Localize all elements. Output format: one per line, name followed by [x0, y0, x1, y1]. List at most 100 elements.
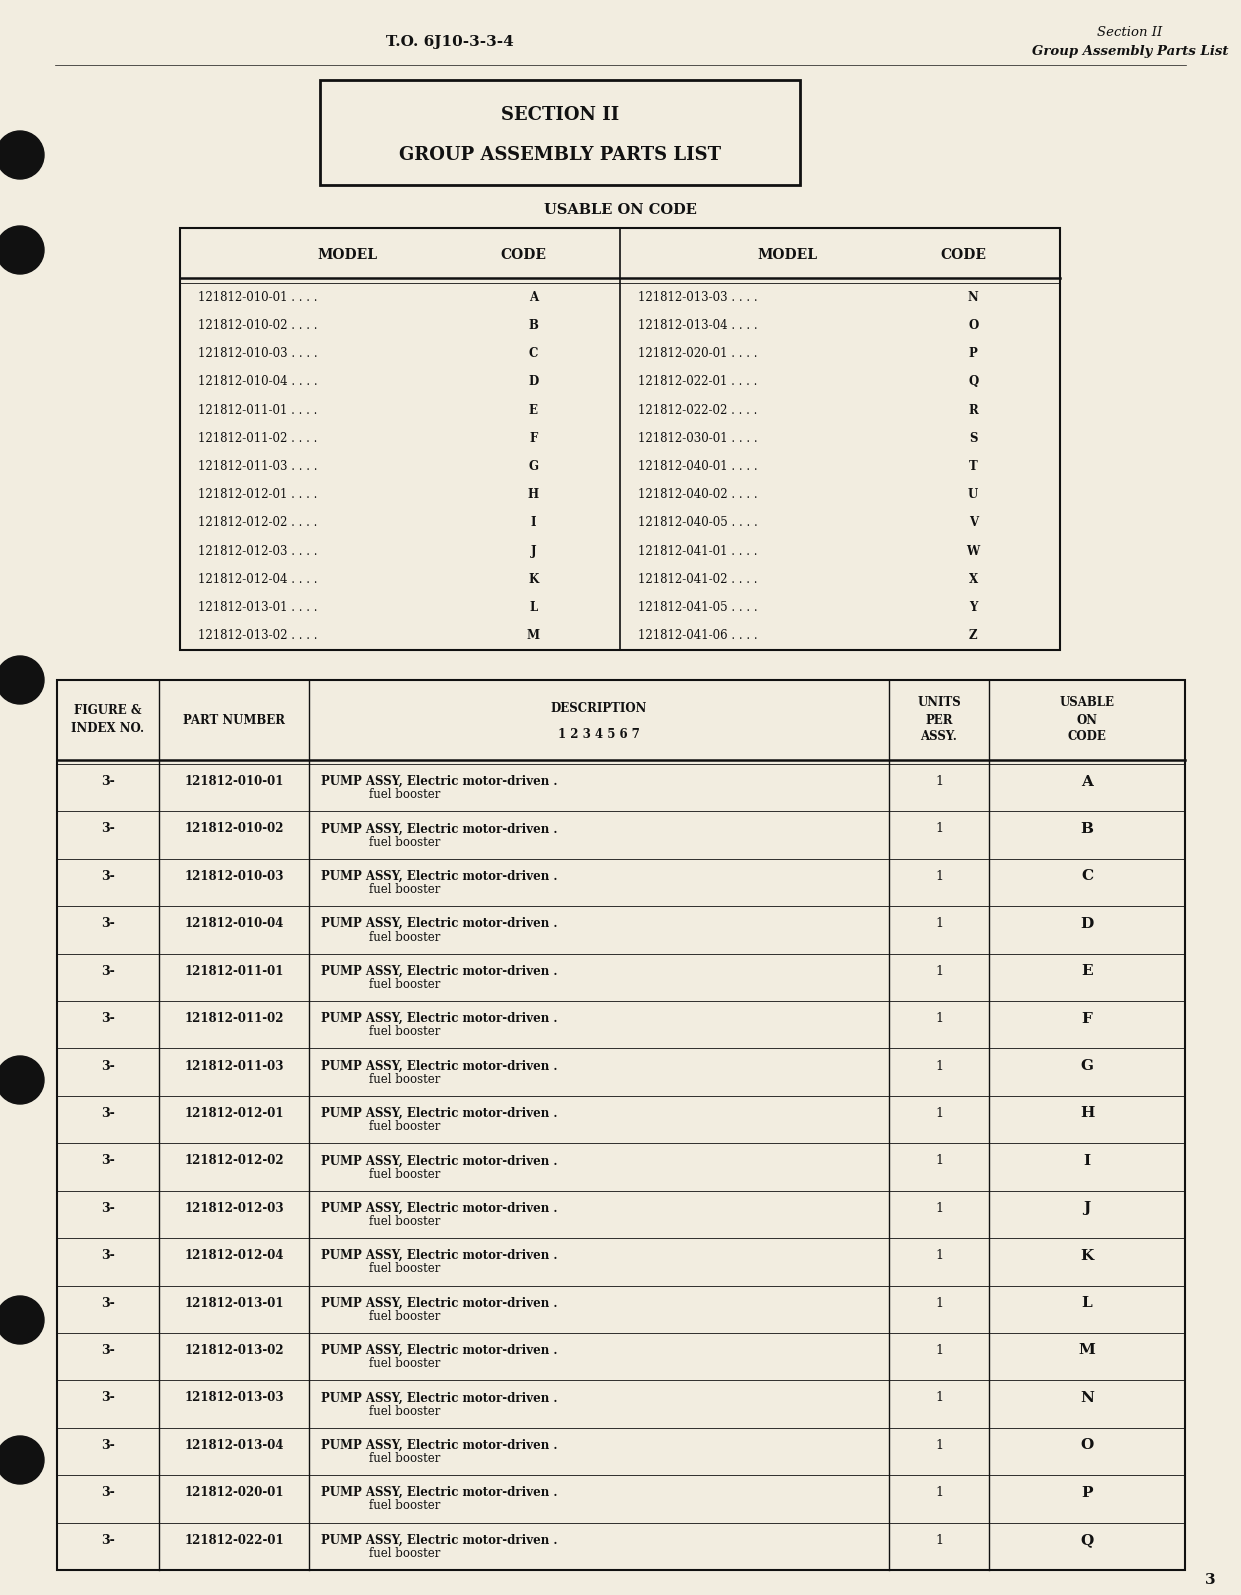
Circle shape — [0, 656, 43, 703]
Text: P: P — [969, 348, 978, 360]
Text: fuel booster: fuel booster — [369, 1120, 441, 1132]
Text: fuel booster: fuel booster — [369, 1357, 441, 1370]
Text: 121812-013-02: 121812-013-02 — [184, 1345, 284, 1357]
Text: J: J — [530, 544, 536, 558]
Text: 1: 1 — [934, 1345, 943, 1357]
Text: E: E — [529, 404, 537, 416]
Text: 3-: 3- — [101, 1391, 115, 1404]
Text: PUMP ASSY, Electric motor-driven .: PUMP ASSY, Electric motor-driven . — [321, 1155, 557, 1168]
Text: Group Assembly Parts List: Group Assembly Parts List — [1031, 46, 1229, 59]
Text: fuel booster: fuel booster — [369, 930, 441, 944]
Text: 3-: 3- — [101, 1249, 115, 1262]
Text: 3-: 3- — [101, 1439, 115, 1451]
Circle shape — [0, 1436, 43, 1483]
Text: CODE: CODE — [500, 247, 546, 262]
Text: 121812-041-01 . . . .: 121812-041-01 . . . . — [638, 544, 757, 558]
Text: PUMP ASSY, Electric motor-driven .: PUMP ASSY, Electric motor-driven . — [321, 917, 557, 930]
Text: fuel booster: fuel booster — [369, 1215, 441, 1228]
Text: fuel booster: fuel booster — [369, 1451, 441, 1466]
Text: 1: 1 — [934, 1201, 943, 1215]
Text: 3-: 3- — [101, 1345, 115, 1357]
Text: B: B — [1081, 821, 1093, 836]
Text: 3-: 3- — [101, 1297, 115, 1309]
Bar — [180, 228, 1060, 651]
Text: L: L — [529, 601, 537, 614]
Text: USABLE ON CODE: USABLE ON CODE — [544, 203, 696, 217]
Text: F: F — [529, 432, 537, 445]
Text: R: R — [968, 404, 978, 416]
Text: 1: 1 — [934, 1059, 943, 1072]
Text: 121812-011-01: 121812-011-01 — [185, 965, 284, 978]
Text: E: E — [1081, 965, 1093, 978]
Text: 1: 1 — [934, 1439, 943, 1451]
Text: U: U — [968, 488, 978, 501]
Text: 121812-010-01 . . . .: 121812-010-01 . . . . — [199, 290, 318, 303]
Text: PUMP ASSY, Electric motor-driven .: PUMP ASSY, Electric motor-driven . — [321, 775, 557, 788]
Text: PUMP ASSY, Electric motor-driven .: PUMP ASSY, Electric motor-driven . — [321, 1249, 557, 1262]
Text: 121812-041-05 . . . .: 121812-041-05 . . . . — [638, 601, 757, 614]
Text: PUMP ASSY, Electric motor-driven .: PUMP ASSY, Electric motor-driven . — [321, 1201, 557, 1215]
Text: 3-: 3- — [101, 1059, 115, 1072]
Text: 121812-013-01 . . . .: 121812-013-01 . . . . — [199, 601, 318, 614]
Text: 121812-022-01: 121812-022-01 — [184, 1534, 284, 1547]
Text: fuel booster: fuel booster — [369, 1547, 441, 1560]
Text: 3-: 3- — [101, 1155, 115, 1168]
Text: 1: 1 — [934, 1155, 943, 1168]
Text: PUMP ASSY, Electric motor-driven .: PUMP ASSY, Electric motor-driven . — [321, 1534, 557, 1547]
Text: 121812-012-01: 121812-012-01 — [184, 1107, 284, 1120]
Text: MODEL: MODEL — [757, 247, 818, 262]
Text: D: D — [1081, 917, 1093, 931]
Text: 121812-010-01: 121812-010-01 — [185, 775, 284, 788]
Text: 121812-012-04: 121812-012-04 — [184, 1249, 284, 1262]
Text: V: V — [969, 517, 978, 530]
Text: N: N — [968, 290, 979, 303]
Text: 1: 1 — [934, 823, 943, 836]
Text: W: W — [967, 544, 980, 558]
Text: 1: 1 — [934, 965, 943, 978]
Text: PUMP ASSY, Electric motor-driven .: PUMP ASSY, Electric motor-driven . — [321, 965, 557, 978]
Text: PUMP ASSY, Electric motor-driven .: PUMP ASSY, Electric motor-driven . — [321, 1107, 557, 1120]
Text: PUMP ASSY, Electric motor-driven .: PUMP ASSY, Electric motor-driven . — [321, 1439, 557, 1451]
Text: PUMP ASSY, Electric motor-driven .: PUMP ASSY, Electric motor-driven . — [321, 1013, 557, 1026]
Text: 121812-012-02 . . . .: 121812-012-02 . . . . — [199, 517, 318, 530]
Text: 121812-013-02 . . . .: 121812-013-02 . . . . — [199, 630, 318, 643]
Text: Z: Z — [969, 630, 978, 643]
Text: 121812-010-03 . . . .: 121812-010-03 . . . . — [199, 348, 318, 360]
Circle shape — [0, 1056, 43, 1104]
Text: J: J — [1083, 1201, 1091, 1215]
Text: fuel booster: fuel booster — [369, 836, 441, 849]
Text: 121812-010-04 . . . .: 121812-010-04 . . . . — [199, 375, 318, 388]
Text: M: M — [1078, 1343, 1096, 1357]
Text: 121812-020-01: 121812-020-01 — [184, 1487, 284, 1499]
Text: 3-: 3- — [101, 823, 115, 836]
Text: fuel booster: fuel booster — [369, 1262, 441, 1276]
Text: PUMP ASSY, Electric motor-driven .: PUMP ASSY, Electric motor-driven . — [321, 1059, 557, 1072]
Text: 121812-041-02 . . . .: 121812-041-02 . . . . — [638, 573, 757, 585]
Circle shape — [0, 1297, 43, 1345]
Text: PUMP ASSY, Electric motor-driven .: PUMP ASSY, Electric motor-driven . — [321, 1345, 557, 1357]
Text: 121812-013-04 . . . .: 121812-013-04 . . . . — [638, 319, 757, 332]
Text: I: I — [530, 517, 536, 530]
Text: 121812-012-04 . . . .: 121812-012-04 . . . . — [199, 573, 318, 585]
Text: 3: 3 — [1205, 1573, 1215, 1587]
Text: T.O. 6J10-3-3-4: T.O. 6J10-3-3-4 — [386, 35, 514, 49]
Text: F: F — [1082, 1011, 1092, 1026]
Circle shape — [0, 131, 43, 179]
Text: A: A — [529, 290, 537, 303]
Text: T: T — [969, 459, 978, 474]
Text: PUMP ASSY, Electric motor-driven .: PUMP ASSY, Electric motor-driven . — [321, 1487, 557, 1499]
Text: 121812-011-01 . . . .: 121812-011-01 . . . . — [199, 404, 318, 416]
Text: Q: Q — [968, 375, 978, 388]
Text: DESCRIPTION: DESCRIPTION — [551, 702, 648, 715]
Text: fuel booster: fuel booster — [369, 1309, 441, 1322]
Text: 121812-010-02 . . . .: 121812-010-02 . . . . — [199, 319, 318, 332]
Text: H: H — [1080, 1107, 1095, 1120]
Text: N: N — [1080, 1391, 1093, 1405]
Text: K: K — [529, 573, 539, 585]
Text: H: H — [527, 488, 539, 501]
Text: 121812-040-02 . . . .: 121812-040-02 . . . . — [638, 488, 757, 501]
Text: A: A — [1081, 775, 1093, 788]
Text: fuel booster: fuel booster — [369, 884, 441, 896]
Text: 121812-013-04: 121812-013-04 — [184, 1439, 284, 1451]
Text: I: I — [1083, 1153, 1091, 1168]
